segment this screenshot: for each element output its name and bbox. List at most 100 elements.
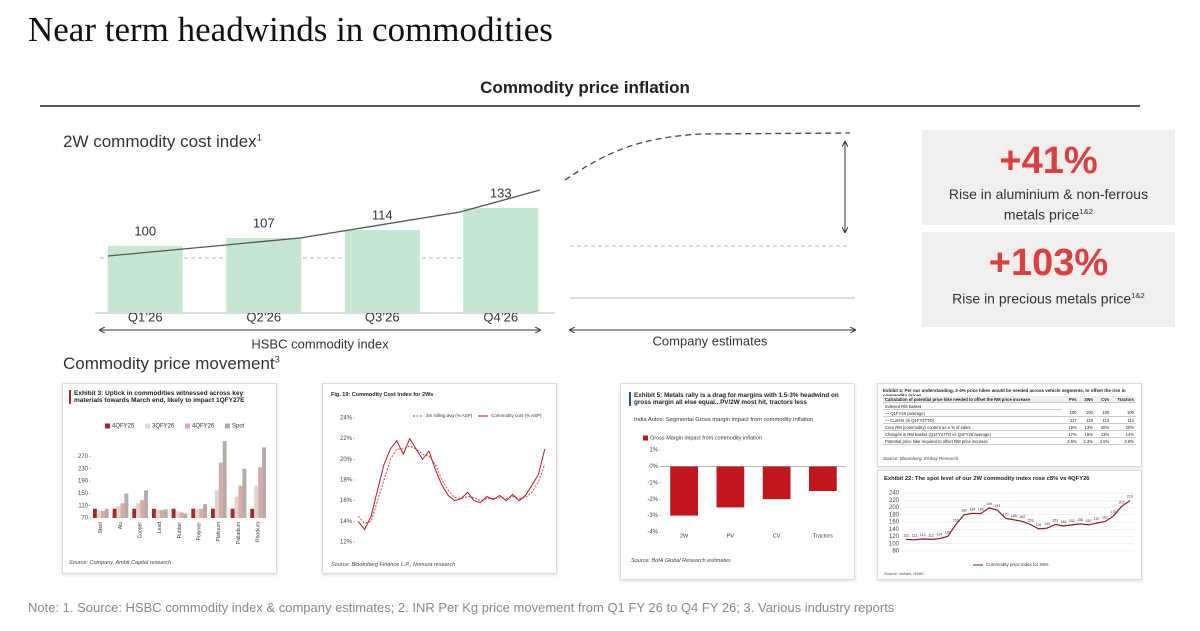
x-tick-label: Q4’26 [483, 309, 518, 324]
y-tick-label: 100 [889, 541, 900, 547]
x-tick-label: Platinum [216, 522, 222, 541]
exhibit: Exhibit 22: The spot level of our 2W com… [877, 470, 1142, 580]
x-tick-label: Palladium [236, 522, 242, 544]
exhibit: Exhibit 5: Metals rally is a drag for ma… [620, 383, 855, 580]
data-label: 152 [1085, 519, 1091, 523]
bar [463, 208, 539, 313]
table-cell: 100 [1094, 409, 1112, 417]
table: Calculation of potential price hike need… [883, 396, 1136, 445]
y-tick-label: 22% [340, 436, 353, 442]
x-tick-label: Lead [157, 522, 163, 533]
data-label: 149 [1061, 520, 1067, 524]
mini-chart: 12% 14% 16% 18% 20% 22% 24% 3m rolling avg (% A… [340, 413, 546, 546]
trend-line [107, 189, 541, 257]
bar [762, 466, 791, 500]
y-tick-label: -2% [647, 497, 658, 503]
bar [104, 508, 109, 518]
bar [670, 466, 698, 516]
table-cell: 100 [1111, 409, 1136, 417]
bar [344, 229, 420, 313]
y-tick-label: 0% [649, 464, 658, 470]
bar [175, 511, 180, 518]
bar [92, 508, 97, 518]
table-cell: 2.5% [1062, 437, 1079, 445]
mini-chart: 1% 0% -1% -2% -3% -4% 2W PV CV Tractors Gross Marg… [643, 435, 846, 539]
x-label: HSBC commodity index [251, 336, 389, 351]
bar [191, 508, 196, 518]
bar [179, 512, 184, 518]
bar [222, 441, 227, 518]
y-tick-label: 160 [889, 520, 900, 526]
legend-swatch [643, 435, 648, 441]
exhibit: Fig. 19: Commodity Cost Index for 2Ws 12… [322, 383, 557, 574]
table-cell: Calculation of potential price hike need… [883, 396, 1063, 403]
bar [140, 500, 145, 518]
legend-swatch [185, 423, 190, 429]
projection [564, 132, 851, 181]
y-tick-label: -3% [647, 513, 658, 519]
legend-label: Spot [232, 424, 245, 430]
exhibit-title: Exhibit 5: Metals rally is a drag for ma… [629, 392, 846, 406]
y-tick-label: 1% [649, 448, 658, 454]
section-title: Commodity price movement3 [63, 354, 280, 374]
table-cell: Core RM (commodity) content as a % of sa… [883, 423, 1063, 431]
bar [809, 466, 837, 491]
table-cell: PVs [1062, 396, 1079, 403]
data-label: 141 [1036, 523, 1042, 527]
section-title: Commodity price inflation [480, 78, 690, 97]
bar [100, 510, 105, 518]
x-tick-label: Rubber [177, 522, 183, 539]
y-tick-label: 230 [78, 466, 89, 472]
data-label: 100 [134, 224, 156, 239]
table-cell: 100 [1078, 409, 1095, 417]
table-cell: CVs [1094, 396, 1112, 403]
bar [262, 447, 267, 518]
data-label: 112 [903, 533, 909, 537]
bar [199, 508, 204, 518]
y-tick-label: 190 [78, 479, 89, 485]
x-tick-label: Copper [137, 522, 143, 539]
line [906, 500, 1131, 541]
legend-swatch [145, 423, 150, 429]
table-cell: Indexed RM basket [883, 402, 1063, 410]
data-label: 176 [1110, 510, 1116, 514]
footnote-ref: 1 [256, 132, 262, 143]
table-row: — Current (in Q1FY27TD) 117 118 113 114 [883, 416, 1136, 424]
x-tick-label: CV [773, 533, 781, 539]
data-label: 203 [1119, 500, 1125, 504]
source: Source: BofA Global Research estimates [631, 558, 731, 564]
data-label: 120 [945, 530, 951, 534]
callout-text-body: Rise in aluminium & non-ferrous metals p… [948, 186, 1149, 223]
y-tick-label: 24% [340, 416, 353, 422]
table-cell: Potential price hike required to offset … [883, 437, 1063, 445]
bar [195, 509, 200, 518]
exhibit-subtitle: India Autos: Segmental Gross margin impa… [634, 417, 814, 423]
source: Source: Valuex, HSBC [884, 571, 925, 576]
bar [238, 485, 243, 518]
table-cell: — Current (in Q1FY27TD) [883, 416, 1063, 424]
mini-chart: 70 110 150 190 230 270 Steel Alu Copper Lead Rubbe… [78, 423, 267, 544]
legend-label: 3m rolling avg (% ASP) [426, 413, 473, 418]
table-cell: 17% [1062, 430, 1079, 438]
bar [254, 485, 259, 518]
bar [171, 508, 176, 518]
legend-label: 4QFY26 [192, 424, 215, 430]
table-cell: 117 [1062, 416, 1079, 424]
data-label: 162 [1019, 515, 1025, 519]
data-label: 157 [1094, 517, 1100, 521]
table-cell: 18% [1078, 430, 1095, 438]
table-cell: 2Ws [1078, 396, 1095, 403]
bar [183, 513, 188, 518]
callout-text: Rise in aluminium & non-ferrous metals p… [949, 185, 1149, 224]
x-tick-label: Tractors [813, 533, 833, 539]
callout-value: +41% [999, 140, 1098, 182]
data-label: 153 [1052, 518, 1058, 522]
bar [203, 504, 208, 518]
y-tick-label: 70 [81, 516, 88, 522]
data-label: 161 [1102, 516, 1108, 520]
line [357, 445, 546, 524]
exhibit-title: Fig. 19: Commodity Cost Index for 2Ws [331, 392, 434, 398]
data-label: 199 [986, 502, 992, 506]
bar [132, 508, 137, 518]
